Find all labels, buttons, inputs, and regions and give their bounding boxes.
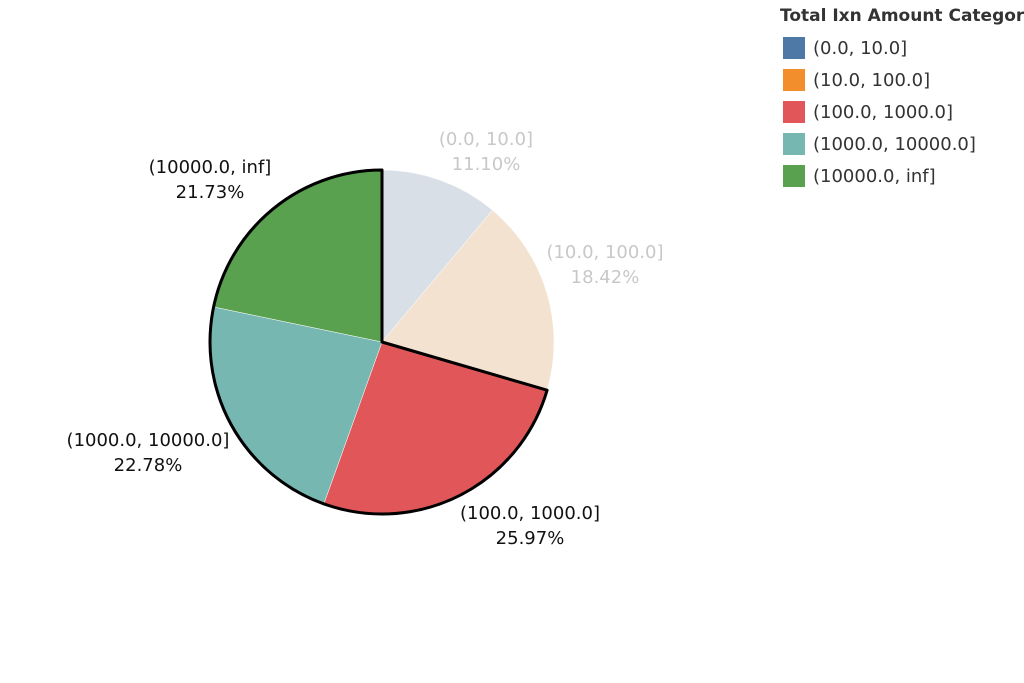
legend-item[interactable]: (10000.0, inf] — [780, 160, 1024, 192]
slice-labels: (0.0, 10.0] 11.10% (10.0, 100.0] 18.42% (100… — [67, 129, 664, 549]
slice-category-label: (1000.0, 10000.0] — [67, 430, 230, 451]
legend-swatch — [783, 37, 805, 59]
slice-category-label: (10000.0, inf] — [149, 157, 272, 178]
legend-title: Total Ixn Amount Category — [780, 6, 1024, 26]
slice-percent-label: 11.10% — [452, 154, 521, 175]
legend-items: (0.0, 10.0] (10.0, 100.0] (100.0, 1000.0] (… — [780, 32, 1024, 192]
legend: Total Ixn Amount Category (0.0, 10.0] (10… — [780, 6, 1024, 192]
legend-item[interactable]: (10.0, 100.0] — [780, 64, 1024, 96]
legend-swatch — [783, 69, 805, 91]
selection-outline — [208, 168, 549, 516]
legend-item[interactable]: (100.0, 1000.0] — [780, 96, 1024, 128]
legend-label: (100.0, 1000.0] — [813, 101, 954, 123]
slice-percent-label: 22.78% — [114, 455, 183, 476]
legend-label: (0.0, 10.0] — [813, 37, 908, 59]
slice-percent-label: 18.42% — [571, 267, 640, 288]
pie-slice-1[interactable] — [381, 169, 493, 343]
slice-category-label: (10.0, 100.0] — [546, 242, 663, 263]
slice-percent-label: 21.73% — [176, 182, 245, 203]
legend-label: (10.0, 100.0] — [813, 69, 931, 91]
legend-swatch — [783, 101, 805, 123]
slice-percent-label: 25.97% — [496, 528, 565, 549]
legend-swatch — [783, 165, 805, 187]
legend-label: (1000.0, 10000.0] — [813, 133, 976, 155]
legend-item[interactable]: (1000.0, 10000.0] — [780, 128, 1024, 160]
slice-category-label: (100.0, 1000.0] — [460, 503, 600, 524]
legend-item[interactable]: (0.0, 10.0] — [780, 32, 1024, 64]
slice-category-label: (0.0, 10.0] — [439, 129, 533, 150]
legend-label: (10000.0, inf] — [813, 165, 936, 187]
pie-slice-2[interactable] — [381, 209, 555, 391]
legend-swatch — [783, 133, 805, 155]
